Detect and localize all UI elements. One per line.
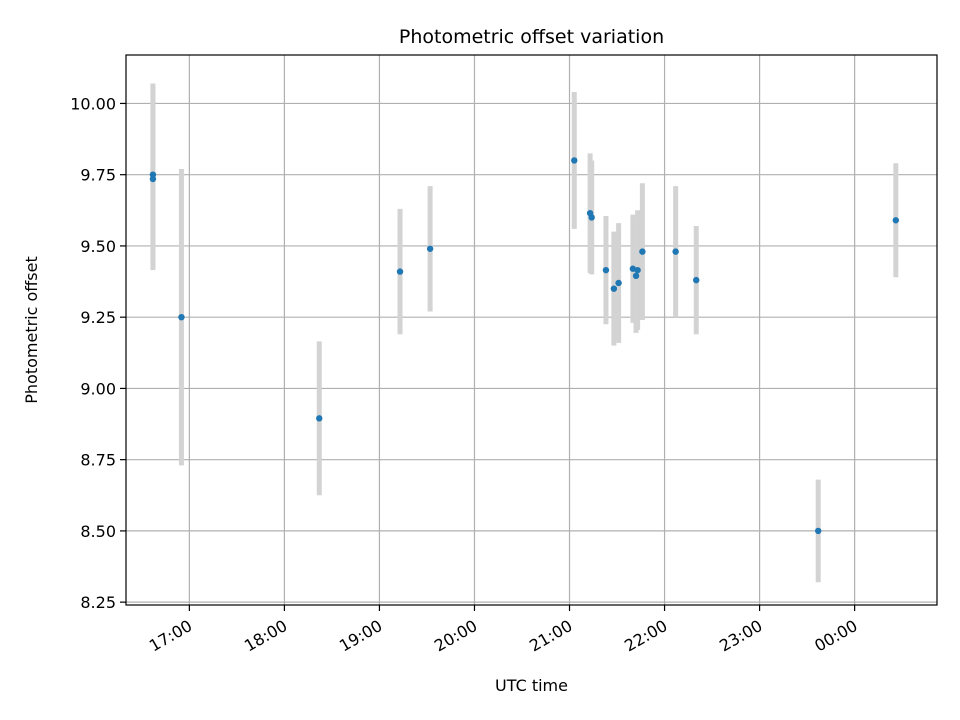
data-point [815,527,822,535]
data-point [149,175,157,183]
data-point [316,415,323,422]
data-point [693,276,700,284]
point-layer [149,157,900,535]
y-tick-label: 8.75 [80,451,116,470]
data-point [615,279,622,287]
y-axis-label: Photometric offset [22,256,41,404]
data-point [571,157,578,164]
x-axis-label: UTC time [495,676,568,695]
y-tick-label: 9.25 [80,308,116,327]
chart-title: Photometric offset variation [399,26,664,48]
data-point [602,266,610,274]
data-point [632,272,640,280]
grid-layer [126,55,937,605]
data-point [178,313,185,321]
data-point [639,248,646,255]
data-point [610,285,618,292]
data-point [634,266,641,274]
data-point [892,217,900,224]
data-point [672,248,679,255]
data-point [426,245,434,252]
data-point [396,268,404,275]
y-tick-label: 8.50 [80,522,116,541]
y-tick-label: 10.00 [70,94,116,113]
y-tick-label: 8.25 [80,593,116,612]
y-tick-label: 9.00 [80,379,116,398]
data-point [588,214,595,221]
y-tick-label: 9.50 [80,237,116,256]
plot-frame [125,54,938,606]
y-tick-label: 9.75 [80,166,116,185]
